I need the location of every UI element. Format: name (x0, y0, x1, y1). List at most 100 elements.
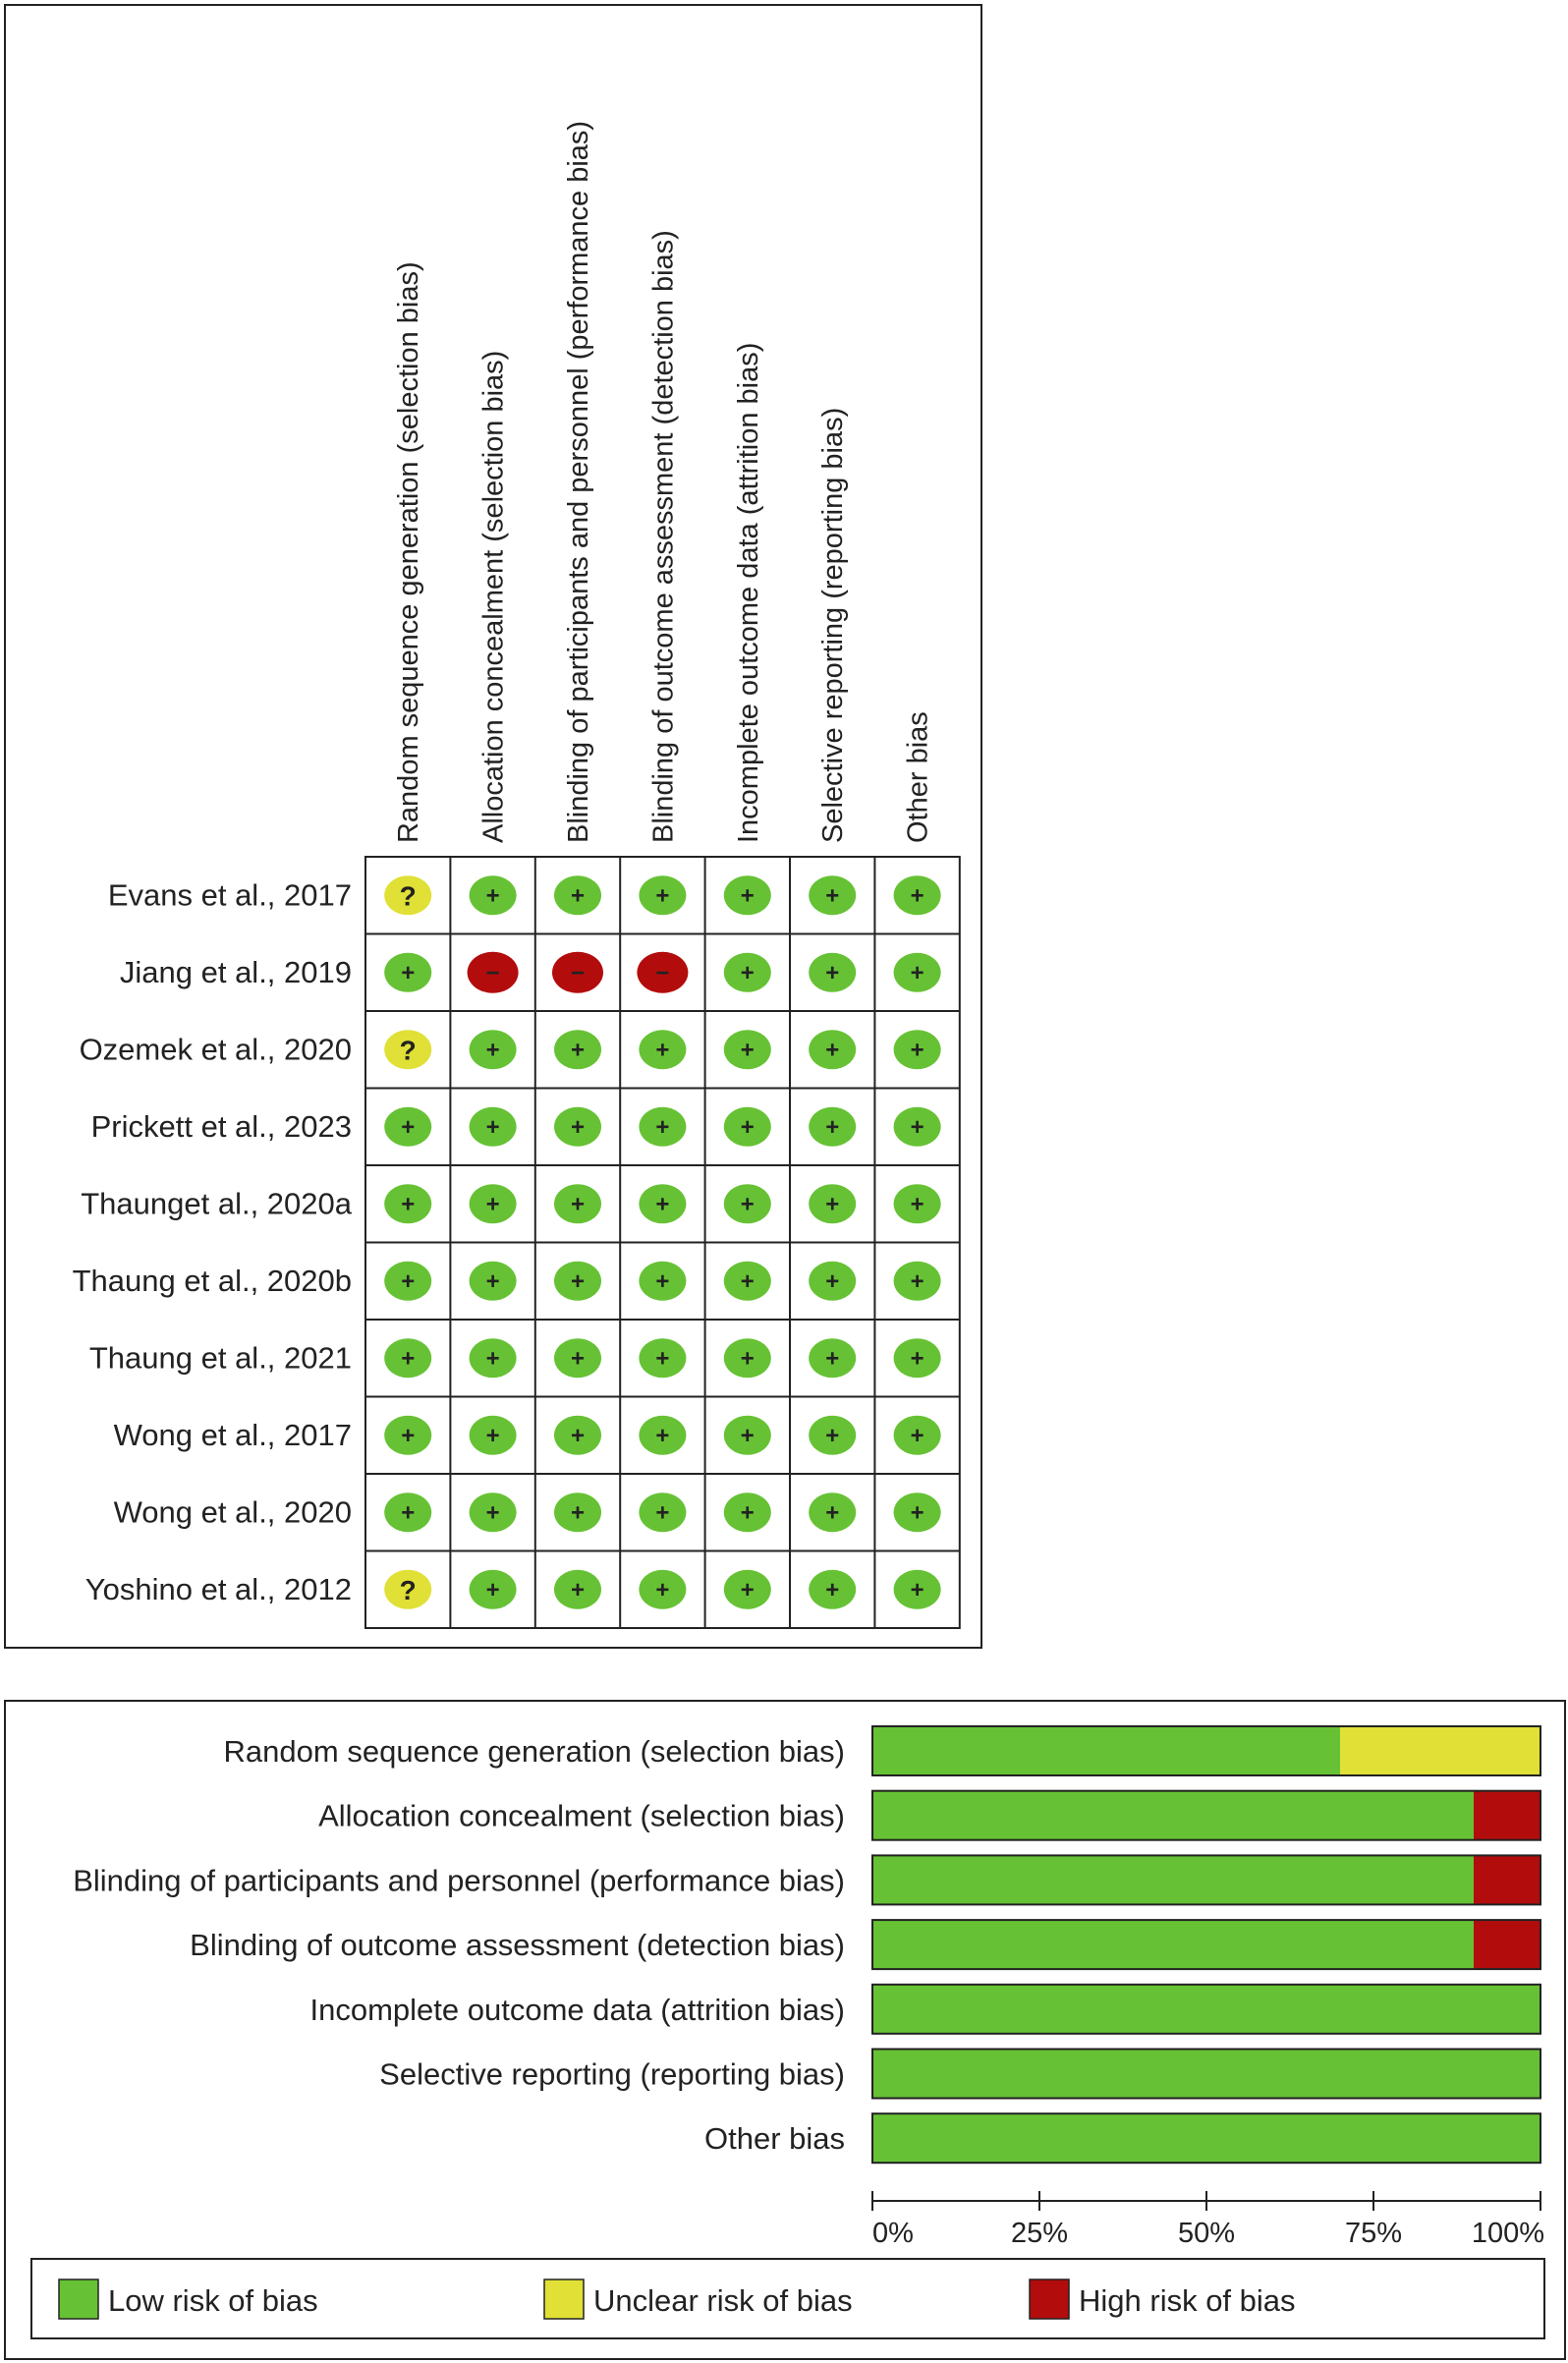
low-risk-marker (639, 1338, 687, 1378)
rating-low-8-1: + (469, 1492, 517, 1533)
rating-low-5-0: + (384, 1261, 432, 1301)
rating-symbol: + (911, 1191, 924, 1217)
low-risk-marker (469, 1261, 517, 1301)
rating-low-0-1: + (469, 875, 517, 916)
rating-symbol: + (825, 1345, 839, 1372)
low-risk-marker (384, 1338, 432, 1378)
rating-low-1-5: + (809, 952, 857, 992)
low-risk-marker (893, 1184, 941, 1224)
low-risk-marker (554, 1030, 601, 1070)
rating-symbol: + (486, 1577, 500, 1603)
low-risk-marker (809, 875, 857, 916)
bar-segment-unclear (1340, 1726, 1540, 1775)
bar-segment-high (1474, 1855, 1540, 1905)
rating-symbol: + (741, 882, 755, 909)
rating-symbol: + (911, 960, 924, 986)
category-label: Blinding of participants and personnel (… (73, 1863, 845, 1897)
rating-symbol: + (655, 1037, 669, 1063)
low-risk-marker (554, 1261, 601, 1301)
column-header: Selective reporting (reporting bias) (817, 408, 849, 843)
bar-outline (871, 1789, 1541, 1841)
low-risk-marker (554, 1338, 601, 1378)
study-label: Wong et al., 2020 (114, 1494, 352, 1529)
rating-low-6-2: + (554, 1338, 601, 1378)
category-label: Random sequence generation (selection bi… (224, 1734, 845, 1769)
x-tick-label: 100% (1472, 2218, 1544, 2249)
category-label: Other bias (704, 2121, 845, 2156)
low-risk-marker (469, 1569, 517, 1609)
rating-symbol: + (655, 1114, 669, 1141)
rating-low-9-3: + (639, 1569, 687, 1609)
rating-unclear-0-0: ? (384, 875, 432, 916)
bar-outline (871, 2112, 1541, 2165)
low-risk-marker (469, 1338, 517, 1378)
rating-symbol: + (655, 1577, 669, 1603)
bar-segment-low (872, 1726, 1340, 1775)
rating-symbol: + (825, 1114, 839, 1141)
rating-low-4-4: + (723, 1184, 771, 1224)
unclear-risk-marker (384, 1569, 432, 1609)
low-risk-marker (893, 1569, 941, 1609)
study-label: Yoshino et al., 2012 (85, 1572, 352, 1606)
low-risk-marker (723, 1106, 771, 1147)
low-risk-marker (723, 1030, 771, 1070)
rating-low-4-6: + (893, 1184, 941, 1224)
rating-symbol: + (825, 1499, 839, 1526)
low-risk-marker (384, 1261, 432, 1301)
rating-low-6-0: + (384, 1338, 432, 1378)
low-risk-marker (809, 1415, 857, 1455)
category-label: Selective reporting (reporting bias) (379, 2057, 845, 2092)
rating-low-3-6: + (893, 1106, 941, 1147)
rating-low-0-4: + (723, 875, 771, 916)
rating-high-1-1: − (467, 951, 519, 993)
rating-symbol: + (571, 1037, 585, 1063)
rating-low-5-4: + (723, 1261, 771, 1301)
column-header: Other bias (903, 711, 934, 843)
bar-segment-low (872, 1920, 1474, 1970)
rating-low-4-2: + (554, 1184, 601, 1224)
low-risk-marker (554, 1106, 601, 1147)
low-risk-marker (723, 1184, 771, 1224)
column-header: Blinding of participants and personnel (… (563, 121, 594, 843)
legend-swatch-low (58, 2279, 99, 2320)
low-risk-marker (723, 1569, 771, 1609)
rating-low-1-6: + (893, 952, 941, 992)
legend-item-high: High risk of bias (1029, 2279, 1296, 2320)
rating-symbol: ? (400, 1575, 417, 1605)
bar-segment-low (872, 2113, 1540, 2164)
bar-outline (871, 1725, 1541, 1776)
rating-symbol: − (486, 960, 500, 986)
low-risk-marker (554, 1184, 601, 1224)
rating-symbol: + (741, 1499, 755, 1526)
rating-high-1-2: − (552, 951, 603, 993)
rating-symbol: ? (400, 1035, 417, 1065)
low-risk-marker (893, 1415, 941, 1455)
rating-symbol: + (655, 1268, 669, 1295)
rating-low-4-5: + (809, 1184, 857, 1224)
low-risk-marker (809, 1338, 857, 1378)
low-risk-marker (723, 1338, 771, 1378)
bar-segment-high (1474, 1790, 1540, 1840)
column-header: Incomplete outcome data (attrition bias) (733, 343, 764, 843)
high-risk-marker (637, 951, 689, 993)
bar-segment-low (872, 2049, 1540, 2099)
legend-box (30, 2258, 1545, 2339)
legend-item-low: Low risk of bias (58, 2279, 318, 2320)
rating-symbol: + (571, 1423, 585, 1449)
rating-symbol: + (486, 1037, 500, 1063)
rating-symbol: + (911, 1268, 924, 1295)
legend-label: Unclear risk of bias (593, 2283, 853, 2318)
column-header: Blinding of outcome assessment (detectio… (647, 230, 679, 843)
low-risk-marker (469, 875, 517, 916)
low-risk-marker (639, 1106, 687, 1147)
stacked-bar-chart-svg: Random sequence generation (selection bi… (30, 1725, 1545, 2339)
x-tick-label: 25% (1011, 2218, 1068, 2249)
rating-symbol: + (401, 960, 415, 986)
bar-segment-low (872, 1984, 1540, 2034)
rating-symbol: + (825, 882, 839, 909)
rating-low-2-3: + (639, 1030, 687, 1070)
rating-low-5-5: + (809, 1261, 857, 1301)
legend-swatch-high (1029, 2279, 1070, 2320)
rating-symbol: + (741, 1268, 755, 1295)
low-risk-marker (469, 1030, 517, 1070)
